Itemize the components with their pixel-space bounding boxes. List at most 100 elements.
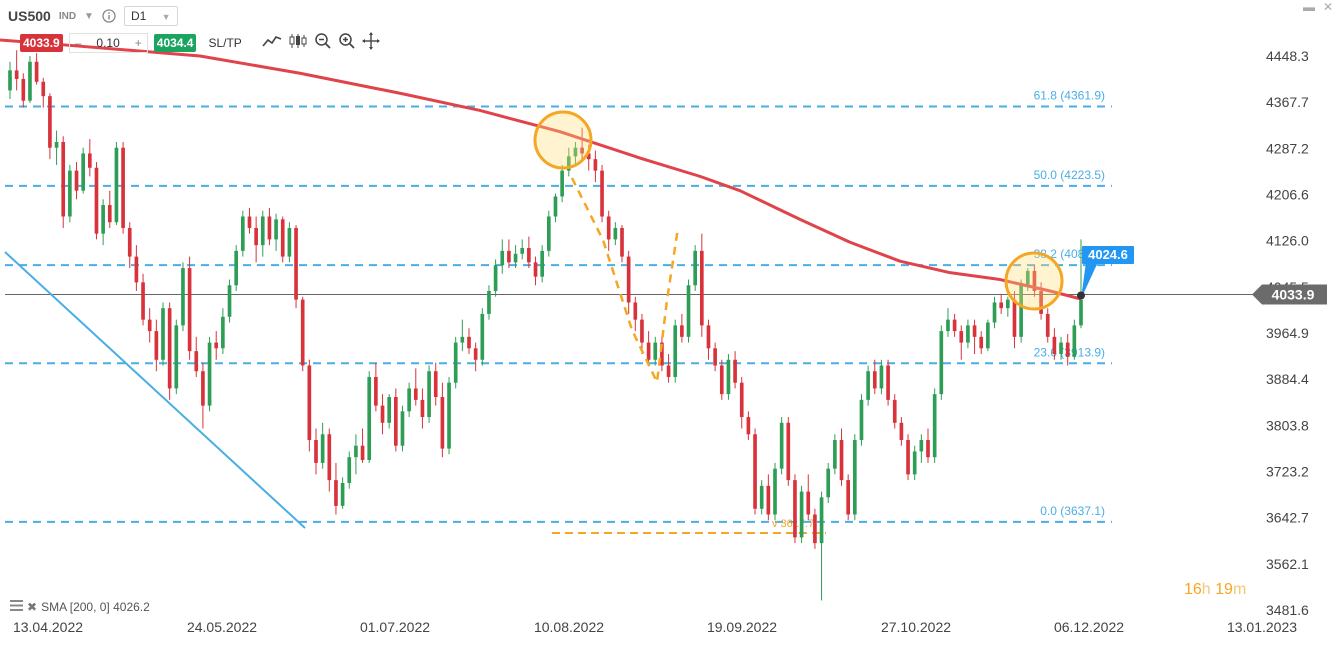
- descending-trendline: [4, 251, 306, 529]
- candle-down: [972, 325, 977, 337]
- y-tick-label: 4367.7: [1266, 94, 1309, 110]
- candle-down: [127, 227, 132, 257]
- timeframe-select[interactable]: D1 ▼: [123, 6, 178, 26]
- y-tick-label: 3803.8: [1266, 417, 1309, 433]
- sltp-button[interactable]: SL/TP: [208, 35, 242, 50]
- candle-up: [799, 491, 804, 538]
- support-label: v 3617.7: [772, 518, 814, 530]
- candle-up: [354, 445, 358, 458]
- candle-up: [447, 382, 451, 449]
- candle-down: [374, 376, 378, 406]
- last-high-tag: [1082, 246, 1134, 264]
- fib-level-label: 0.0 (3637.1): [1040, 504, 1105, 518]
- candle-up: [573, 147, 578, 157]
- candle-up: [347, 457, 352, 483]
- candle-up: [387, 397, 392, 423]
- candle-up: [221, 316, 225, 349]
- candle-down: [48, 96, 52, 148]
- candle-down: [979, 336, 984, 349]
- candle-down: [187, 268, 192, 352]
- candle-down: [586, 153, 591, 160]
- candle-up: [427, 371, 431, 418]
- candle-down: [107, 205, 112, 223]
- plus-button[interactable]: +: [134, 35, 142, 50]
- candle-up: [560, 170, 564, 197]
- indicators-icon[interactable]: [288, 33, 308, 52]
- zoom-out-icon[interactable]: [314, 32, 332, 53]
- candle-up: [879, 365, 884, 389]
- candle-down: [926, 439, 930, 458]
- candle-up: [400, 411, 405, 446]
- candle-down: [327, 434, 332, 481]
- candle-down: [906, 439, 910, 475]
- candle-up: [453, 342, 458, 383]
- candle-down: [34, 61, 39, 82]
- candle-up: [1019, 285, 1023, 337]
- candle-up: [81, 153, 86, 191]
- candle-down: [201, 371, 205, 406]
- candle-down: [147, 319, 152, 332]
- y-tick-label: 4206.6: [1266, 187, 1309, 203]
- candle-up: [8, 70, 12, 91]
- candle-up: [227, 285, 232, 317]
- timer-m-unit: m: [1232, 581, 1247, 598]
- candle-up: [240, 216, 245, 251]
- candle-up: [320, 434, 325, 463]
- quantity-value[interactable]: 0.10: [96, 35, 120, 50]
- chart-type-icon[interactable]: [262, 34, 282, 51]
- candle-down: [640, 319, 644, 343]
- menu-icon[interactable]: [10, 600, 23, 614]
- timeframe-value: D1: [130, 9, 147, 23]
- candle-down: [14, 70, 19, 79]
- highlight-circle-december: [1004, 251, 1064, 311]
- y-tick-label: 3723.2: [1266, 464, 1309, 480]
- candle-down: [314, 439, 318, 463]
- candle-down: [872, 371, 877, 389]
- last-price-dot: [1077, 291, 1085, 300]
- candle-up: [260, 216, 265, 246]
- candle-down: [753, 434, 757, 509]
- sell-button[interactable]: 4033.9: [20, 33, 63, 52]
- candle-down: [633, 302, 638, 320]
- remove-indicator-icon[interactable]: ✖: [27, 600, 38, 614]
- candle-down: [646, 342, 651, 360]
- zoom-in-icon[interactable]: [338, 32, 356, 53]
- info-icon[interactable]: [102, 9, 116, 23]
- candle-down: [154, 331, 159, 360]
- y-tick-label: 3884.4: [1266, 371, 1309, 387]
- trade-bar: 4033.9 – 0.10 + 4034.4 SL/TP: [20, 32, 380, 53]
- candle-down: [307, 365, 312, 440]
- symbol-dropdown-icon[interactable]: ▼: [84, 10, 94, 22]
- candle-down: [600, 170, 604, 217]
- buy-button[interactable]: 4034.4: [153, 33, 197, 52]
- candle-up: [161, 308, 165, 360]
- move-icon[interactable]: [361, 32, 380, 53]
- candle-up: [686, 285, 691, 337]
- candle-up: [274, 219, 278, 240]
- candle-down: [533, 262, 538, 277]
- candle-up: [986, 322, 990, 349]
- candle-down: [719, 365, 724, 395]
- y-tick-label: 3481.6: [1266, 602, 1309, 618]
- candle-down: [21, 78, 26, 101]
- y-tick-label: 3642.7: [1266, 510, 1309, 526]
- candle-timer: 16h 19m: [1184, 581, 1246, 599]
- symbol-label[interactable]: US500: [8, 8, 51, 24]
- candle-up: [546, 216, 551, 251]
- candle-down: [733, 359, 737, 383]
- candle-up: [174, 325, 179, 389]
- close-icon[interactable]: ✕: [1322, 0, 1333, 14]
- candle-down: [267, 216, 272, 240]
- minimize-icon[interactable]: ▬: [1302, 0, 1315, 14]
- candle-down: [420, 399, 425, 418]
- candle-up: [653, 342, 658, 360]
- candle-down: [899, 422, 904, 440]
- quantity-stepper[interactable]: – 0.10 +: [68, 32, 148, 53]
- candle-down: [713, 348, 717, 366]
- candle-up: [480, 313, 485, 360]
- candle-down: [1012, 299, 1017, 337]
- candle-down: [194, 351, 199, 372]
- minus-button[interactable]: –: [74, 35, 82, 50]
- annotations: [533, 110, 1064, 387]
